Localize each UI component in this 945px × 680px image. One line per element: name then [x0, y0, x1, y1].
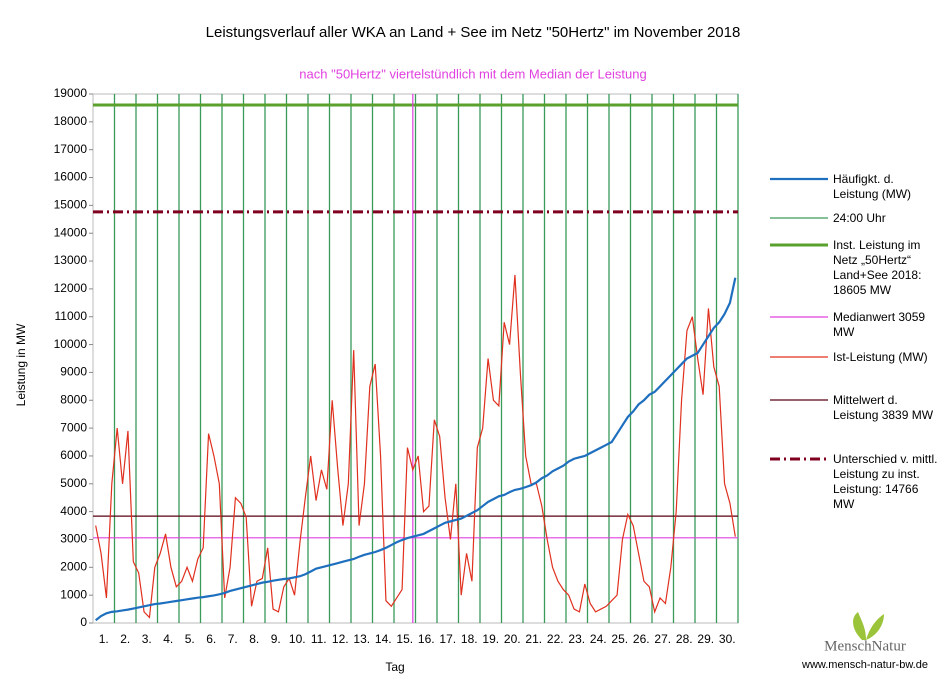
x-tick-label: 22.: [547, 632, 564, 646]
y-tick-label: 6000: [60, 448, 87, 462]
logo-leaf: [853, 612, 884, 640]
x-tick-label: 19.: [482, 632, 499, 646]
x-tick-label: 15.: [396, 632, 413, 646]
y-tick-label: 7000: [60, 420, 87, 434]
y-tick-label: 3000: [60, 532, 87, 546]
x-tick-label: 11.: [311, 632, 327, 646]
legend-entry: 24:00 Uhr: [833, 211, 886, 225]
x-tick-label: 3.: [142, 632, 152, 646]
y-tick-label: 11000: [55, 309, 88, 323]
x-tick-label: 28.: [676, 632, 693, 646]
x-tick-label: 26.: [633, 632, 650, 646]
y-tick-label: 15000: [54, 198, 88, 212]
x-tick-label: 12.: [332, 632, 349, 646]
x-tick-label: 16.: [418, 632, 435, 646]
legend-entry: Medianwert 3059 MW: [833, 310, 926, 339]
x-tick-label: 23.: [568, 632, 585, 646]
x-axis-label: Tag: [385, 660, 404, 674]
x-tick-label: 2.: [120, 632, 130, 646]
chart-subtitle: nach "50Hertz" viertelstündlich mit dem …: [299, 66, 646, 81]
y-tick-label: 19000: [54, 86, 88, 100]
y-tick-label: 10000: [54, 337, 88, 351]
x-tick-label: 30.: [719, 632, 736, 646]
y-tick-label: 0: [80, 615, 87, 629]
x-tick-label: 20.: [504, 632, 521, 646]
legend-entry: Mittelwert d. Leistung 3839 MW: [833, 393, 934, 422]
x-tick-label: 29.: [697, 632, 714, 646]
x-tick-label: 5.: [185, 632, 195, 646]
x-tick-label: 25.: [611, 632, 628, 646]
chart-title: Leistungsverlauf aller WKA an Land + See…: [206, 24, 741, 41]
x-tick-label: 9.: [271, 632, 281, 646]
series-line: [95, 274, 736, 619]
x-tick-label: 4.: [163, 632, 173, 646]
y-tick-label: 2000: [60, 559, 87, 573]
x-tick-label: 21.: [525, 632, 542, 646]
x-tick-label: 17.: [439, 632, 456, 646]
y-tick-label: 16000: [54, 170, 88, 184]
legend-entry: Ist-Leistung (MW): [833, 350, 928, 364]
y-tick-label: 9000: [60, 365, 87, 379]
x-tick-label: 1.: [99, 632, 109, 646]
y-tick-label: 14000: [54, 225, 88, 239]
logo-name: MenschNatur: [824, 638, 906, 654]
y-tick-label: 4000: [60, 504, 87, 518]
x-tick-label: 18.: [461, 632, 478, 646]
y-axis-label: Leistung in MW: [14, 323, 28, 406]
legend-entry: Unterschied v. mittl. Leistung zu inst. …: [833, 452, 938, 511]
x-tick-label: 13.: [353, 632, 370, 646]
y-tick-label: 8000: [60, 392, 87, 406]
x-tick-label: 7.: [228, 632, 238, 646]
x-tick-label: 27.: [654, 632, 671, 646]
y-tick-label: 5000: [60, 476, 87, 490]
y-tick-label: 1000: [60, 587, 87, 601]
y-tick-label: 13000: [54, 253, 88, 267]
x-tick-label: 10.: [289, 632, 306, 646]
series-line: [95, 277, 737, 622]
x-tick-label: 14.: [375, 632, 392, 646]
legend-entry: Inst. Leistung im Netz „50Hertz“ Land+Se…: [833, 238, 922, 297]
logo-url: www.mensch-natur-bw.de: [801, 659, 928, 671]
x-tick-label: 8.: [249, 632, 259, 646]
legend-entry: Häufigkt. d. Leistung (MW): [833, 172, 912, 201]
x-tick-label: 6.: [206, 632, 216, 646]
x-tick-label: 24.: [590, 632, 607, 646]
y-tick-label: 12000: [54, 281, 88, 295]
y-tick-label: 17000: [54, 142, 88, 156]
y-tick-label: 18000: [54, 114, 88, 128]
